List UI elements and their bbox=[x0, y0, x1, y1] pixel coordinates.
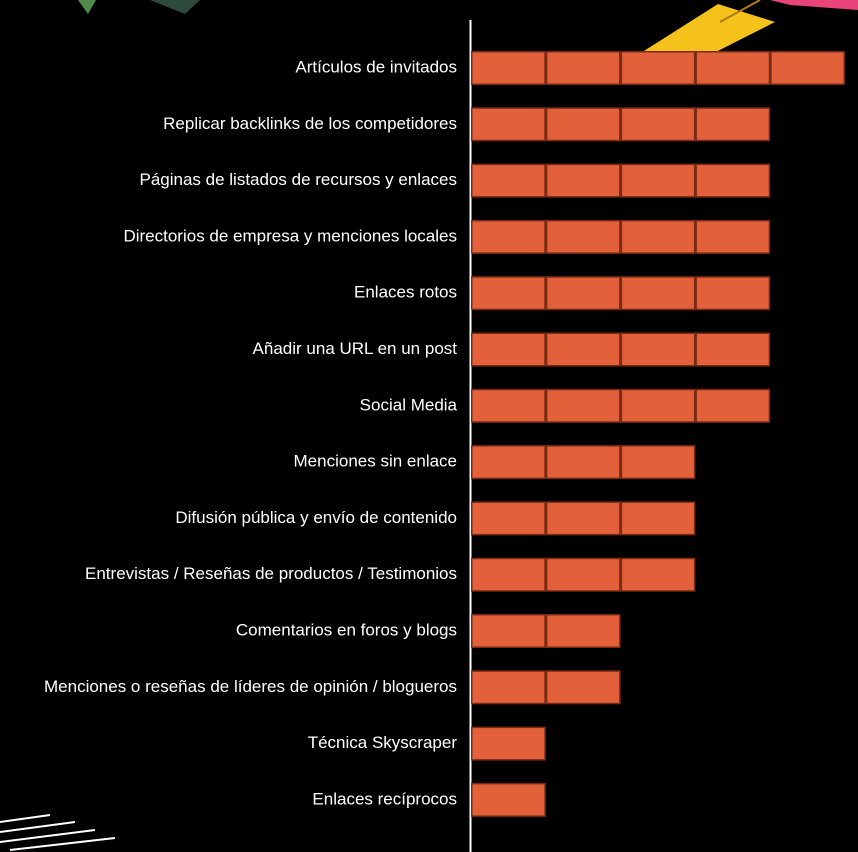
brick bbox=[696, 390, 769, 422]
category-label: Añadir una URL en un post bbox=[253, 339, 458, 358]
decoration bbox=[150, 0, 200, 14]
category-label: Social Media bbox=[360, 395, 458, 414]
brick bbox=[622, 165, 694, 197]
brick bbox=[696, 165, 769, 197]
brick bbox=[547, 277, 620, 309]
brick bbox=[472, 390, 545, 422]
category-label: Comentarios en foros y blogs bbox=[236, 620, 457, 639]
brick bbox=[771, 52, 844, 84]
decoration bbox=[719, 0, 761, 23]
decoration bbox=[0, 814, 116, 851]
brick bbox=[472, 221, 545, 253]
brick bbox=[547, 165, 620, 197]
brick bbox=[472, 277, 545, 309]
category-label: Menciones sin enlace bbox=[294, 452, 457, 471]
brick bbox=[547, 502, 620, 534]
brick bbox=[696, 277, 769, 309]
brick bbox=[472, 52, 545, 84]
brick bbox=[622, 446, 694, 478]
category-label: Artículos de invitados bbox=[295, 57, 457, 76]
brick bbox=[547, 559, 620, 591]
brick bbox=[472, 671, 545, 703]
brick bbox=[472, 615, 545, 647]
brick bbox=[622, 52, 694, 84]
brick bbox=[547, 334, 620, 365]
brick bbox=[472, 165, 545, 197]
decoration bbox=[636, 4, 775, 65]
decoration bbox=[770, 0, 858, 10]
brick bbox=[696, 52, 769, 84]
brick bbox=[472, 108, 545, 140]
category-label: Entrevistas / Reseñas de productos / Tes… bbox=[85, 564, 457, 583]
category-label: Páginas de listados de recursos y enlace… bbox=[139, 170, 457, 189]
brick bbox=[622, 277, 694, 309]
category-label: Enlaces rotos bbox=[354, 283, 457, 302]
brick bbox=[622, 559, 694, 591]
brick bbox=[622, 108, 694, 140]
brick bbox=[547, 615, 620, 647]
category-label: Replicar backlinks de los competidores bbox=[163, 114, 457, 133]
brick bbox=[696, 108, 769, 140]
brick bbox=[622, 334, 694, 365]
decoration bbox=[78, 0, 96, 14]
category-label: Enlaces recíprocos bbox=[312, 789, 457, 808]
brick bbox=[547, 108, 620, 140]
brick bbox=[472, 446, 545, 478]
brick bbox=[547, 446, 620, 478]
category-label: Técnica Skyscraper bbox=[308, 733, 458, 752]
brick bbox=[696, 221, 769, 253]
brick bbox=[622, 502, 694, 534]
category-label: Menciones o reseñas de líderes de opinió… bbox=[44, 677, 457, 696]
brick bbox=[622, 390, 694, 422]
brick bbox=[547, 671, 620, 703]
brick bbox=[547, 390, 620, 422]
brick bbox=[547, 52, 620, 84]
category-label: Difusión pública y envío de contenido bbox=[175, 508, 457, 527]
brick bbox=[547, 221, 620, 253]
brick bbox=[472, 784, 545, 816]
brick bbox=[696, 334, 769, 365]
brick bbox=[472, 728, 545, 760]
category-label: Directorios de empresa y menciones local… bbox=[123, 226, 457, 245]
brick bbox=[622, 221, 694, 253]
brick bbox=[472, 334, 545, 365]
brick bbox=[472, 559, 545, 591]
brick bbox=[472, 502, 545, 534]
